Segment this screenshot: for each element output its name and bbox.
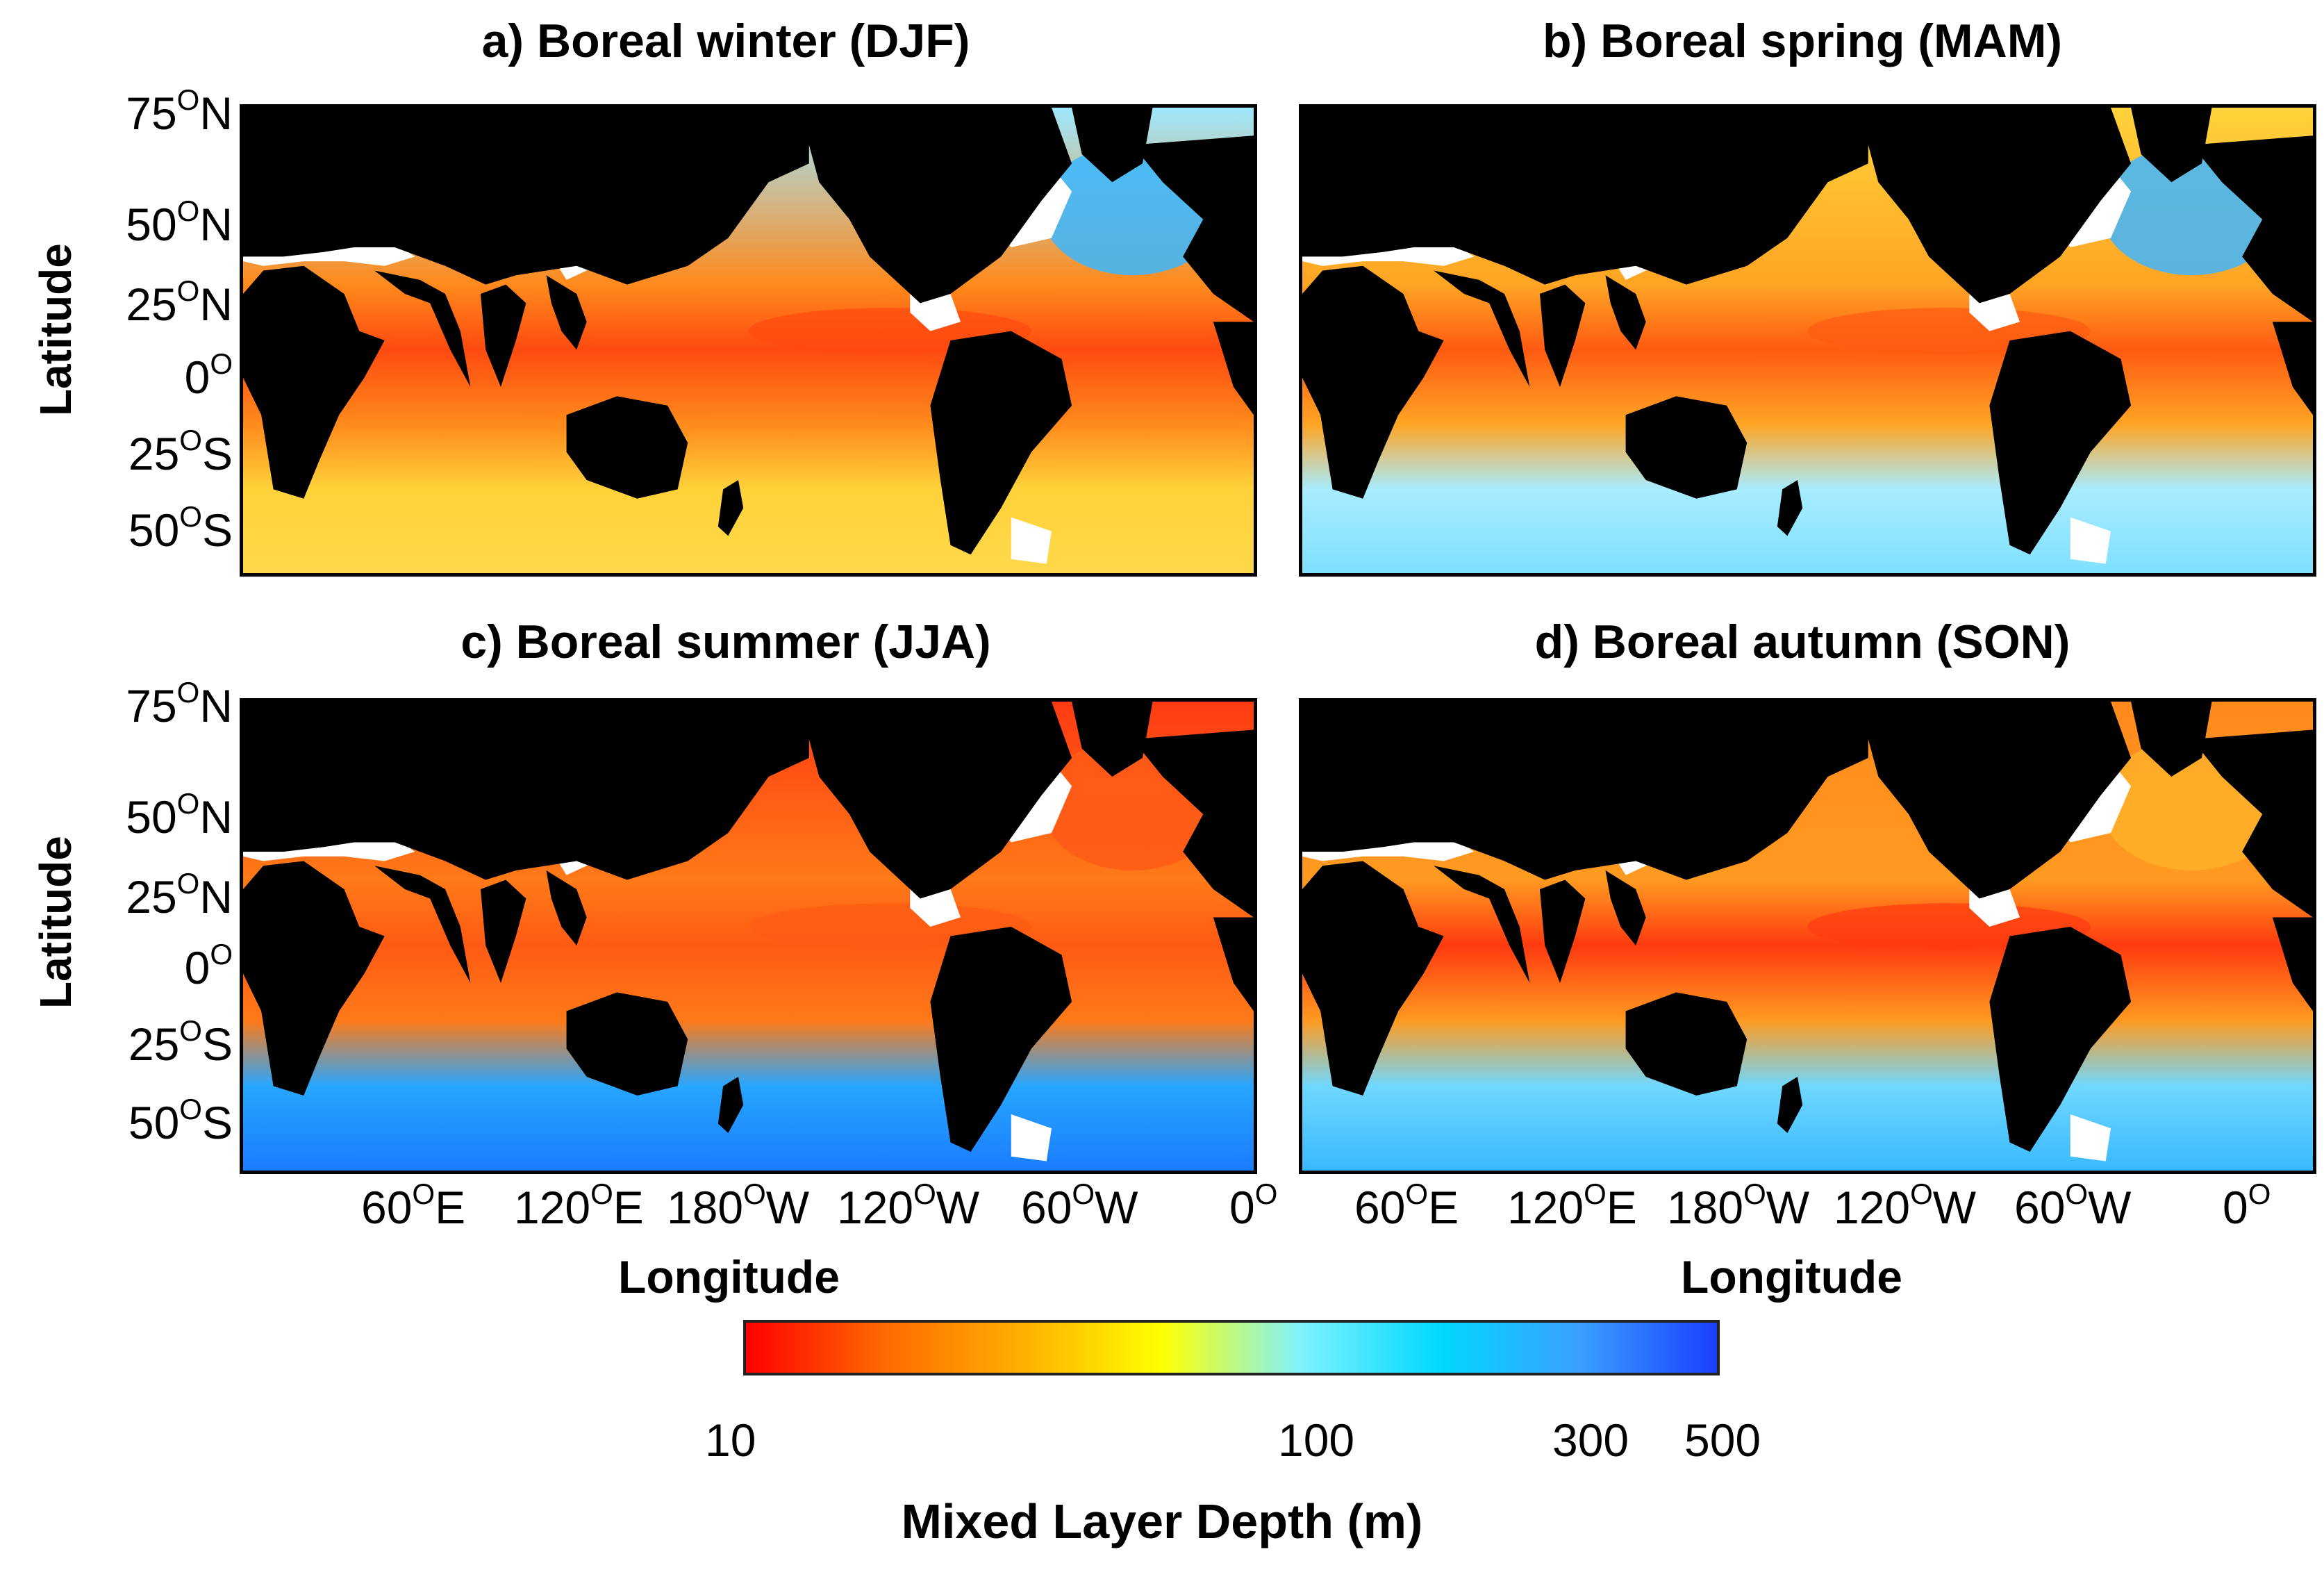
land-mass [1777, 480, 1803, 536]
land-mass [1302, 265, 1444, 499]
right-lon-tick-4: 60OW [2014, 1178, 2132, 1234]
right-lon-tick-3: 120OW [1834, 1178, 1977, 1234]
land-mass [1827, 108, 2132, 304]
bottom-lat-tick-2: 25ON [126, 867, 233, 923]
x-axis-label-right: Longitude [1681, 1251, 1902, 1303]
top-lat-tick-0: 75ON [126, 83, 233, 140]
map-svg-b [1302, 108, 2313, 573]
colorbar [743, 1320, 1720, 1375]
land-mass [480, 284, 526, 387]
land-mass [930, 927, 1072, 1152]
bottom-lat-tick-3: 0O [184, 938, 233, 994]
left-lon-tick-3: 120OW [837, 1178, 980, 1234]
map-svg-c [243, 702, 1254, 1171]
map-panel-b [1299, 104, 2316, 577]
land-mass [1625, 992, 1748, 1096]
panel-title-d: d) Boreal autumn (SON) [1534, 615, 2070, 668]
bottom-lat-tick-0: 75ON [126, 676, 233, 732]
land-mass [1777, 1077, 1803, 1133]
land-mass [1434, 270, 1530, 387]
land-mass [243, 108, 1254, 285]
land-mass [243, 702, 1254, 880]
land-mass [2191, 729, 2313, 918]
land-mass [2131, 702, 2212, 777]
right-lon-tick-2: 180OW [1667, 1178, 1810, 1234]
land-mass [243, 861, 385, 1096]
x-axis-label-left: Longitude [618, 1251, 840, 1303]
map-svg-a [243, 108, 1254, 573]
land-mass [2272, 322, 2313, 415]
top-lat-tick-4: 25OS [128, 424, 233, 480]
land-mass [717, 480, 744, 536]
land-mass [1302, 702, 2313, 880]
right-lon-tick-0: 60OE [1354, 1178, 1459, 1234]
land-mass [1132, 135, 1254, 322]
land-mass [717, 1077, 744, 1133]
left-lon-tick-0: 60OE [361, 1178, 466, 1234]
bottom-lat-tick-1: 50ON [126, 787, 233, 843]
left-lon-tick-4: 60OW [1021, 1178, 1138, 1234]
map-svg-d [1302, 702, 2313, 1171]
land-mass [1539, 879, 1586, 983]
land-mass [1302, 108, 2313, 285]
land-mass [480, 879, 526, 983]
land-mass [566, 992, 688, 1096]
land-mass [1434, 866, 1530, 983]
ice-region [2070, 1114, 2111, 1162]
left-lon-tick-2: 180OW [667, 1178, 810, 1234]
land-mass [1302, 861, 1444, 1096]
right-lon-tick-1: 120OE [1507, 1178, 1637, 1234]
panel-title-a: a) Boreal winter (DJF) [481, 15, 970, 67]
land-mass [1605, 870, 1646, 945]
land-mass [1132, 729, 1254, 918]
land-mass [566, 396, 688, 499]
y-axis-label-top: Latitude [31, 243, 81, 416]
land-mass [1213, 917, 1254, 1011]
top-lat-tick-2: 25ON [126, 274, 233, 331]
land-mass [930, 331, 1072, 555]
land-mass [1989, 331, 2132, 555]
colorbar-label: Mixed Layer Depth (m) [901, 1494, 1423, 1548]
ice-region [2070, 517, 2111, 564]
land-mass [1989, 927, 2132, 1152]
land-mass [374, 270, 471, 387]
bottom-lat-tick-4: 25OS [128, 1014, 233, 1071]
colorbar-tick-300: 300 [1552, 1414, 1629, 1466]
colorbar-tick-500: 500 [1684, 1414, 1761, 1466]
land-mass [2191, 135, 2313, 322]
top-lat-tick-5: 50OS [128, 500, 233, 556]
y-axis-label-bottom: Latitude [31, 836, 81, 1009]
panel-title-c: c) Boreal summer (JJA) [460, 615, 991, 668]
top-lat-tick-1: 50ON [126, 195, 233, 251]
map-panel-c [240, 698, 1257, 1174]
land-mass [1539, 284, 1586, 387]
left-lon-tick-1: 120OE [514, 1178, 644, 1234]
land-mass [2272, 917, 2313, 1011]
land-mass [1625, 396, 1748, 499]
ice-region [1011, 1114, 1052, 1162]
colorbar-tick-10: 10 [705, 1414, 756, 1466]
panel-title-b: b) Boreal spring (MAM) [1543, 15, 2062, 67]
land-mass [1827, 702, 2132, 899]
map-panel-d [1299, 698, 2316, 1174]
land-mass [768, 702, 1072, 899]
map-panel-a [240, 104, 1257, 577]
colorbar-tick-100: 100 [1278, 1414, 1355, 1466]
land-mass [768, 108, 1072, 304]
land-mass [1072, 108, 1153, 183]
land-mass [374, 866, 471, 983]
bottom-lat-tick-5: 50OS [128, 1093, 233, 1149]
land-mass [1605, 275, 1646, 350]
land-mass [2131, 108, 2212, 183]
left-lon-tick-5: 0O [1229, 1178, 1278, 1234]
right-lon-tick-5: 0O [2223, 1178, 2271, 1234]
land-mass [1213, 322, 1254, 415]
land-mass [243, 265, 385, 499]
top-lat-tick-3: 0O [184, 347, 233, 404]
ice-region [1011, 517, 1052, 564]
